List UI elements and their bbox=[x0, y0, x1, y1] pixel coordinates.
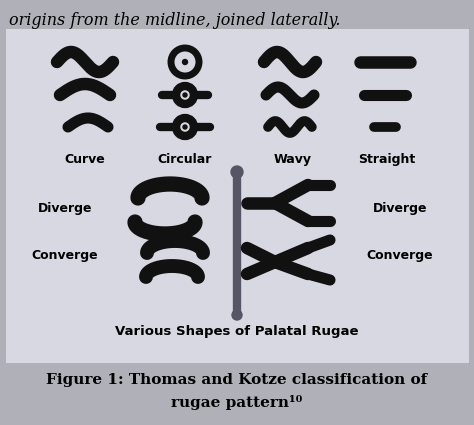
Text: Various Shapes of Palatal Rugae: Various Shapes of Palatal Rugae bbox=[115, 325, 359, 338]
Text: Diverge: Diverge bbox=[38, 201, 92, 215]
Circle shape bbox=[183, 125, 187, 129]
Text: Figure 1: Thomas and Kotze classification of: Figure 1: Thomas and Kotze classificatio… bbox=[46, 373, 428, 387]
Circle shape bbox=[234, 275, 240, 281]
Text: Straight: Straight bbox=[358, 153, 416, 166]
Text: Wavy: Wavy bbox=[274, 153, 312, 166]
Text: Diverge: Diverge bbox=[373, 201, 427, 215]
FancyBboxPatch shape bbox=[5, 28, 469, 363]
Circle shape bbox=[183, 93, 187, 97]
Text: Circular: Circular bbox=[158, 153, 212, 166]
Text: origins from the midline, joined laterally.: origins from the midline, joined lateral… bbox=[9, 12, 341, 29]
Circle shape bbox=[232, 310, 242, 320]
Text: Converge: Converge bbox=[367, 249, 433, 261]
Text: rugae pattern¹⁰: rugae pattern¹⁰ bbox=[172, 395, 302, 410]
Circle shape bbox=[234, 242, 240, 248]
Text: Curve: Curve bbox=[64, 153, 105, 166]
Circle shape bbox=[182, 60, 188, 65]
Circle shape bbox=[234, 207, 240, 213]
Circle shape bbox=[231, 166, 243, 178]
Text: Converge: Converge bbox=[32, 249, 98, 261]
